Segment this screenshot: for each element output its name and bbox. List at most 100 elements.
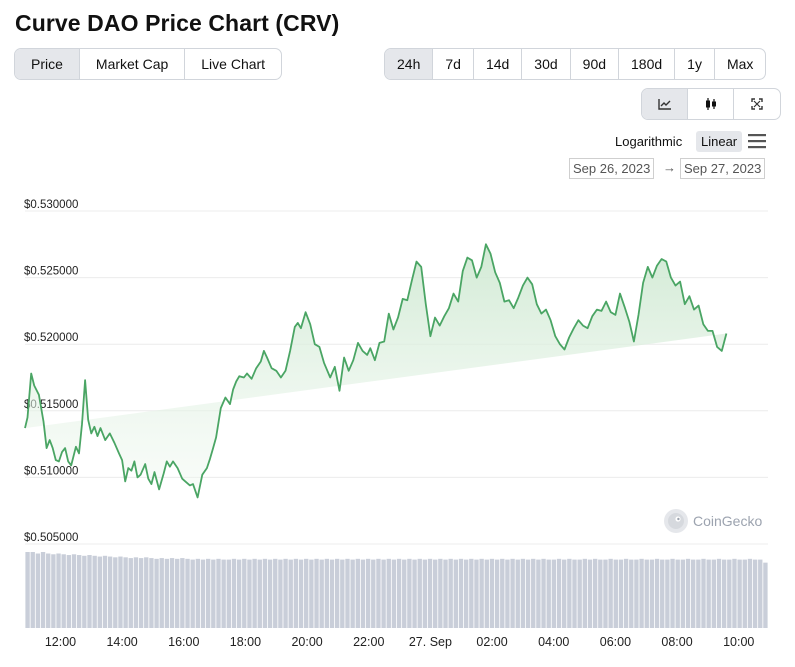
price-line — [24, 243, 728, 499]
volume-bar — [66, 555, 72, 628]
volume-bar — [329, 559, 335, 628]
volume-bar — [195, 558, 201, 628]
volume-bar — [515, 559, 520, 628]
volume-bar — [644, 559, 649, 628]
volume-bar — [46, 553, 51, 628]
candlestick-button[interactable] — [688, 89, 734, 119]
volume-bar — [371, 559, 376, 628]
volume-bar — [226, 559, 231, 628]
date-from-input[interactable]: Sep 26, 2023 — [569, 158, 655, 179]
price-area — [25, 244, 727, 498]
range-tabs: 24h 7d 14d 30d 90d 180d 1y Max — [384, 48, 767, 80]
volume-bar — [680, 559, 686, 628]
tab-market-cap[interactable]: Market Cap — [80, 49, 186, 79]
volume-bar — [82, 555, 87, 628]
line-chart-button[interactable] — [642, 89, 688, 119]
volume-bar — [350, 559, 355, 628]
volume-bar — [407, 558, 412, 628]
volume-bar — [536, 559, 541, 628]
volume-bar — [453, 559, 459, 628]
menu-icon[interactable] — [748, 133, 766, 149]
volume-bar — [257, 559, 262, 628]
volume-bar — [494, 559, 500, 628]
volume-bar — [107, 556, 113, 628]
volume-bar — [92, 555, 97, 628]
volume-bar — [427, 558, 433, 628]
range-1y[interactable]: 1y — [675, 49, 715, 79]
volume-bar — [608, 558, 613, 628]
volume-bar — [386, 558, 391, 628]
volume-bar — [262, 558, 268, 628]
watermark-text: CoinGecko — [693, 513, 763, 529]
volume-bar — [133, 557, 139, 628]
range-180d[interactable]: 180d — [619, 49, 676, 79]
volume-bar — [510, 558, 515, 628]
date-to-input[interactable]: Sep 27, 2023 — [680, 158, 766, 179]
volume-bar — [242, 558, 247, 628]
volume-bar — [701, 558, 706, 628]
date-arrow: → — [663, 160, 676, 175]
volume-bar — [433, 559, 438, 628]
line-chart-icon — [657, 99, 671, 110]
volume-bar — [304, 558, 309, 628]
volume-bar — [721, 559, 727, 628]
volume-bar — [489, 558, 495, 628]
volume-bar — [685, 558, 691, 628]
scale-linear[interactable]: Linear — [696, 131, 743, 152]
volume-bar — [634, 559, 639, 628]
fullscreen-button[interactable] — [734, 89, 780, 119]
volume-bar — [541, 558, 546, 628]
volume-bar — [25, 552, 30, 628]
range-14d[interactable]: 14d — [474, 49, 523, 79]
volume-bar — [138, 558, 144, 628]
volume-bar — [520, 558, 526, 628]
volume-bar — [159, 558, 164, 628]
volume-bar — [118, 556, 123, 628]
range-90d[interactable]: 90d — [571, 49, 620, 79]
volume-bar — [598, 559, 603, 628]
volume-bar — [298, 559, 304, 628]
range-max[interactable]: Max — [726, 56, 754, 72]
volume-bar — [463, 559, 469, 628]
volume-bar — [691, 559, 696, 628]
volume-bar — [324, 558, 330, 628]
volume-bar — [252, 558, 257, 628]
tab-live-chart[interactable]: Live Chart — [201, 56, 266, 72]
volume-bar — [180, 558, 185, 628]
volume-bar — [675, 559, 680, 628]
volume-bar — [175, 558, 180, 628]
x-tick-label: 02:00 — [476, 635, 507, 649]
tab-price[interactable]: Price — [15, 49, 80, 79]
volume-bar — [149, 558, 154, 628]
volume-bar — [660, 559, 665, 628]
scale-logarithmic[interactable]: Logarithmic — [615, 134, 683, 149]
price-chart[interactable]: $0.530000$0.525000$0.520000$0.515000$0.5… — [0, 190, 795, 667]
volume-bar — [732, 558, 737, 628]
x-tick-label: 18:00 — [230, 635, 261, 649]
volume-bar — [629, 559, 634, 628]
volume-bar — [231, 558, 237, 628]
volume-bar — [30, 552, 35, 628]
coingecko-logo-icon — [664, 509, 688, 533]
range-24h[interactable]: 24h — [385, 49, 434, 79]
volume-bar — [479, 558, 484, 628]
volume-bar — [412, 559, 417, 628]
x-tick-label: 12:00 — [45, 635, 76, 649]
volume-bar — [696, 559, 701, 628]
volume-bar — [758, 559, 763, 628]
range-30d[interactable]: 30d — [522, 49, 571, 79]
volume-bar — [737, 559, 742, 628]
volume-bar — [76, 555, 82, 628]
volume-bar — [747, 558, 753, 628]
y-tick-label: $0.510000 — [24, 465, 78, 477]
volume-bar — [144, 557, 149, 628]
x-tick-label: 16:00 — [168, 635, 199, 649]
volume-bar — [639, 558, 644, 628]
volume-bar — [221, 559, 226, 628]
volume-bar — [417, 558, 422, 628]
volume-bar — [592, 558, 598, 628]
x-tick-label: 10:00 — [723, 635, 754, 649]
range-7d[interactable]: 7d — [433, 49, 474, 79]
coingecko-watermark: CoinGecko — [664, 509, 762, 533]
volume-bar — [309, 559, 314, 628]
